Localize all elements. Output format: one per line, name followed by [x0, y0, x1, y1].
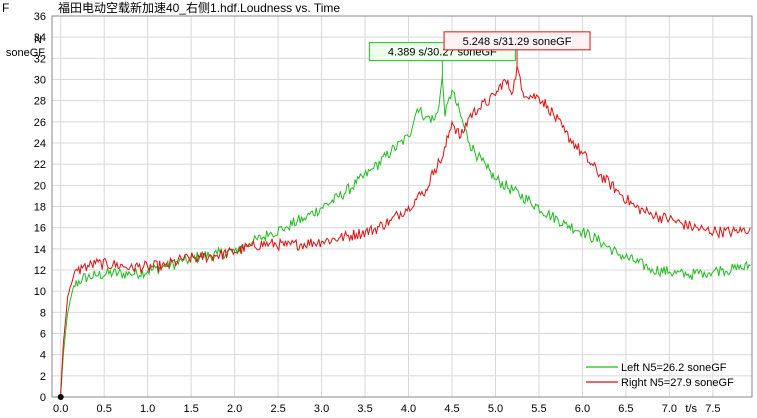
chart-title: 福田电动空载新加速40_右侧1.hdf.Loudness vs. Time [58, 0, 340, 15]
annotation-label: 5.248 s/31.29 soneGF [463, 36, 572, 48]
y-tick-label: 28 [34, 96, 46, 108]
x-tick-label: 2.5 [270, 403, 285, 415]
series-lines [60, 65, 751, 394]
x-tick-label: 5.5 [531, 403, 546, 415]
x-axis-label: t/s [685, 403, 697, 415]
x-tick-label: 1.0 [140, 403, 155, 415]
x-tick-label: 1.5 [183, 403, 198, 415]
series-right-line [60, 65, 751, 394]
y-tick-label: 22 [34, 159, 46, 171]
corner-mark: F [2, 1, 9, 15]
y-tick-label: 24 [34, 138, 46, 150]
x-tick-label: 4.5 [444, 403, 459, 415]
y-tick-label: 8 [40, 307, 46, 319]
x-tick-label: 3.0 [314, 403, 329, 415]
x-tick-label: 0.0 [53, 403, 68, 415]
x-tick-label: 6.5 [618, 403, 633, 415]
annotation-box [443, 31, 591, 51]
x-tick-label: 5.0 [488, 403, 503, 415]
y-tick-label: 36 [34, 11, 46, 23]
y-tick-label: 6 [40, 329, 46, 341]
y-axis-label-unit: soneGF [6, 47, 45, 59]
legend: Left N5=26.2 soneGF Right N5=27.9 soneGF [586, 362, 734, 389]
legend-label-left: Left N5=26.2 soneGF [621, 362, 727, 374]
y-axis-label-symbol: N [34, 34, 42, 46]
y-tick-label: 14 [34, 244, 46, 256]
grid [52, 15, 752, 398]
x-tick-label: 2.0 [227, 403, 242, 415]
y-tick-label: 16 [34, 223, 46, 235]
y-tick-label: 30 [34, 75, 46, 87]
y-tick-label: 12 [34, 265, 46, 277]
y-tick-label: 0 [40, 392, 46, 404]
legend-label-right: Right N5=27.9 soneGF [621, 377, 734, 389]
series-left-line [60, 76, 751, 394]
y-tick-label: 4 [40, 350, 46, 362]
x-tick-label: 7.5 [705, 403, 720, 415]
y-tick-label: 2 [40, 371, 46, 383]
y-tick-label: 26 [34, 117, 46, 129]
y-tick-label: 32 [34, 53, 46, 65]
x-axis-ticks: 0.0 0.5 1.0 1.5 2.0 2.5 3.0 3.5 4.0 4.5 5.0 5.5 6.0 6… [53, 403, 720, 415]
x-tick-label: 6.0 [575, 403, 590, 415]
origin-marker [57, 394, 64, 400]
x-tick-label: 4.0 [401, 403, 416, 415]
x-tick-label: 3.5 [357, 403, 372, 415]
x-tick-label: 7.0 [662, 403, 677, 415]
plot-frame [51, 15, 753, 398]
y-tick-label: 34 [34, 32, 46, 44]
y-tick-label: 10 [34, 286, 46, 298]
x-tick-label: 0.5 [97, 403, 112, 415]
y-tick-label: 20 [34, 180, 46, 192]
y-tick-label: 18 [34, 202, 46, 214]
